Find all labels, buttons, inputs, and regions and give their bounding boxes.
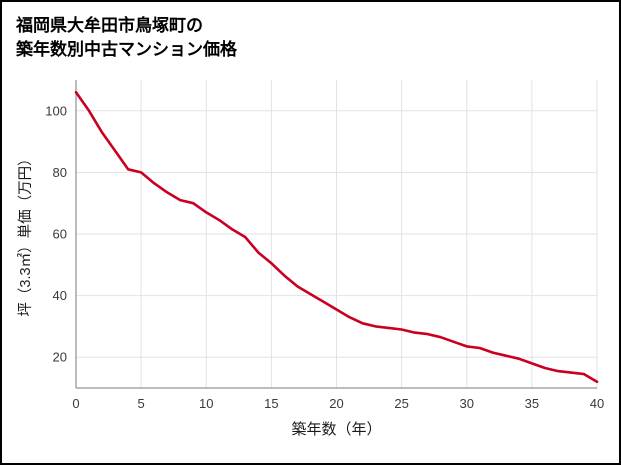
x-tick-label: 15 [264,396,278,411]
y-tick-label: 80 [53,164,67,179]
chart-title: 福岡県大牟田市鳥塚町の 築年数別中古マンション価格 [16,14,611,62]
line-chart-svg: 0 5 10 15 20 25 30 35 40 20 40 60 80 100 築年数（年） 坪（3.3㎡）… [17,79,604,438]
chart-area: 0 5 10 15 20 25 30 35 40 20 40 60 80 100 築年数（年） 坪（3.3㎡）… [14,66,611,449]
y-axis-label: 坪（3.3㎡）単価（万円） [17,151,34,316]
x-tick-label: 30 [460,396,474,411]
y-tick-label: 100 [45,103,67,118]
x-tick-label: 40 [590,396,604,411]
y-tick-label: 60 [53,226,67,241]
chart-title-line2: 築年数別中古マンション価格 [16,39,237,59]
x-tick-label: 25 [394,396,408,411]
x-tick-label: 10 [199,396,213,411]
x-tick-label: 35 [525,396,539,411]
x-tick-label: 20 [329,396,343,411]
chart-title-line1: 福岡県大牟田市鳥塚町の [16,16,203,35]
price-line [74,90,599,383]
y-tick-label: 40 [53,288,67,303]
x-tick-label: 0 [72,396,79,411]
x-tick-label: 5 [138,396,145,411]
x-axis-label: 築年数（年） [291,420,381,438]
y-tick-label: 20 [53,349,67,364]
